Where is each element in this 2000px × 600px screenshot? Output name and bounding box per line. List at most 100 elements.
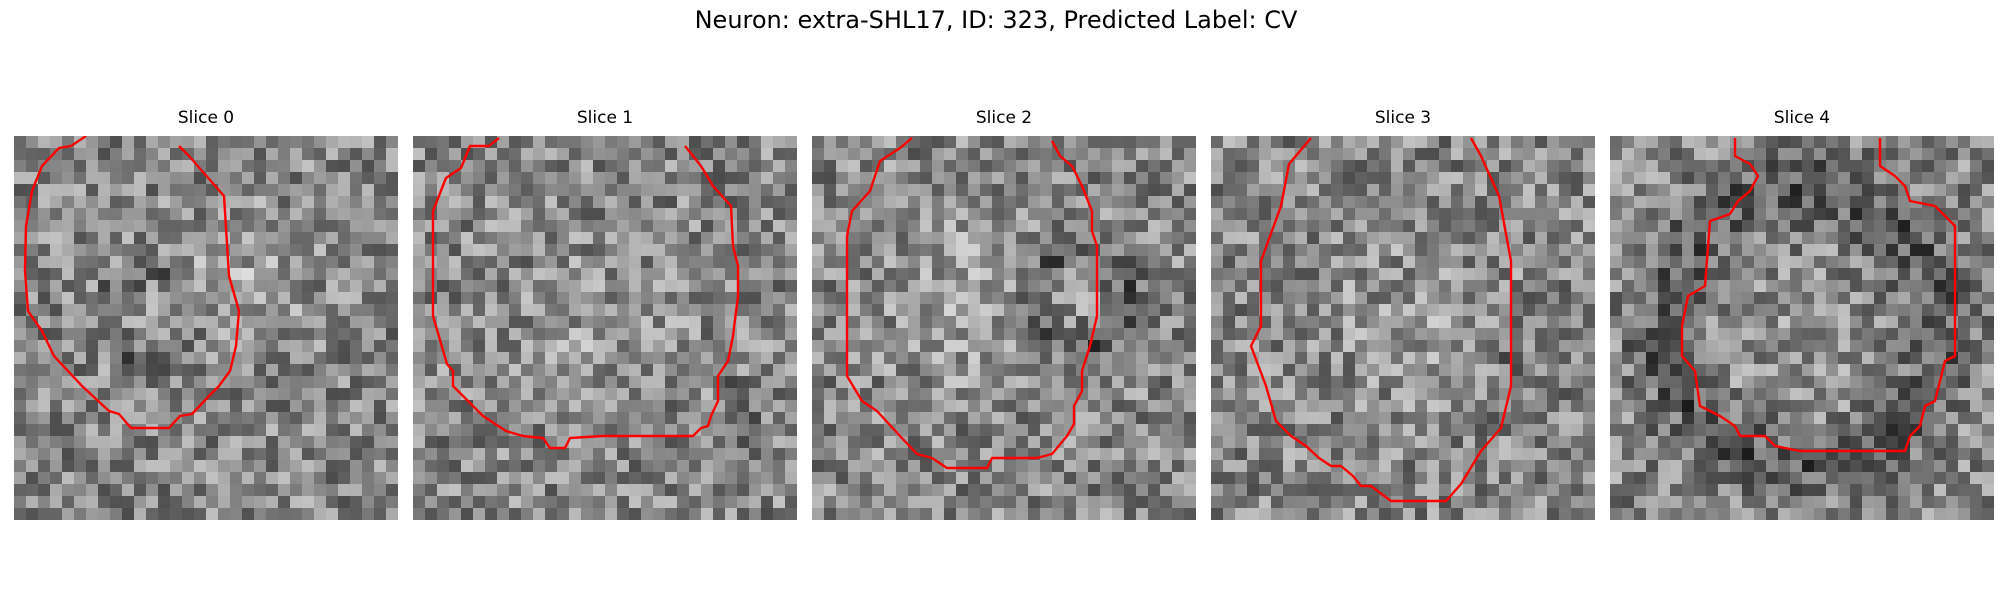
image-pixel [509,160,522,173]
image-pixel [992,328,1005,341]
image-pixel [1523,340,1536,353]
image-pixel [1451,472,1464,485]
image-pixel [134,424,147,437]
image-pixel [1184,220,1196,233]
image-pixel [533,148,546,161]
image-pixel [290,412,303,425]
image-pixel [521,292,534,305]
image-pixel [1235,148,1248,161]
image-pixel [593,508,606,520]
image-pixel [218,388,231,401]
image-pixel [1706,436,1719,449]
image-pixel [38,172,51,185]
image-pixel [1343,316,1356,329]
image-pixel [338,424,351,437]
image-pixel [14,340,27,353]
image-pixel [1934,412,1947,425]
image-pixel [350,268,363,281]
image-pixel [1064,436,1077,449]
image-pixel [158,172,171,185]
image-pixel [158,256,171,269]
image-pixel [1583,184,1595,197]
image-pixel [62,232,75,245]
image-pixel [1124,460,1137,473]
image-pixel [836,388,849,401]
image-pixel [1934,436,1947,449]
image-pixel [1451,220,1464,233]
image-pixel [326,508,339,520]
image-pixel [1028,172,1041,185]
image-pixel [1511,172,1524,185]
image-pixel [1184,184,1196,197]
image-pixel [1634,220,1647,233]
image-pixel [1523,496,1536,509]
image-pixel [860,316,873,329]
image-pixel [848,280,861,293]
image-pixel [1946,232,1959,245]
image-pixel [992,160,1005,173]
image-pixel [932,292,945,305]
image-pixel [1535,328,1548,341]
image-pixel [230,136,243,149]
image-pixel [497,220,510,233]
image-pixel [497,412,510,425]
image-pixel [1754,160,1767,173]
image-pixel [1634,268,1647,281]
image-pixel [1367,424,1380,437]
image-pixel [812,448,825,461]
image-pixel [980,220,993,233]
image-pixel [374,304,387,317]
image-pixel [1271,304,1284,317]
image-pixel [266,424,279,437]
image-pixel [110,388,123,401]
image-pixel [314,196,327,209]
image-pixel [968,172,981,185]
image-pixel [737,280,750,293]
image-pixel [1100,484,1113,497]
image-pixel [1535,472,1548,485]
image-pixel [1451,256,1464,269]
image-pixel [1766,196,1779,209]
image-pixel [50,436,63,449]
image-pixel [461,508,474,520]
image-pixel [1982,172,1994,185]
image-pixel [290,208,303,221]
image-pixel [1343,256,1356,269]
image-pixel [1319,496,1332,509]
image-pixel [1172,496,1185,509]
image-pixel [1016,280,1029,293]
image-pixel [824,232,837,245]
image-pixel [1112,172,1125,185]
image-pixel [1814,340,1827,353]
image-pixel [302,232,315,245]
image-pixel [26,496,39,509]
image-pixel [1235,412,1248,425]
image-pixel [1499,316,1512,329]
image-pixel [1946,292,1959,305]
image-pixel [1223,484,1236,497]
image-pixel [545,184,558,197]
image-pixel [1910,208,1923,221]
image-pixel [74,388,87,401]
image-pixel [920,256,933,269]
image-pixel [14,148,27,161]
image-pixel [785,364,797,377]
pixel-grid [1211,136,1595,520]
image-pixel [374,208,387,221]
image-pixel [1838,232,1851,245]
image-pixel [254,232,267,245]
image-pixel [218,232,231,245]
image-pixel [737,148,750,161]
image-pixel [449,436,462,449]
image-pixel [86,364,99,377]
image-pixel [1136,244,1149,257]
image-pixel [1100,208,1113,221]
image-pixel [1283,292,1296,305]
image-pixel [605,328,618,341]
image-pixel [146,304,159,317]
image-pixel [1343,184,1356,197]
image-pixel [1319,304,1332,317]
image-pixel [1622,292,1635,305]
image-pixel [944,160,957,173]
image-pixel [1523,268,1536,281]
